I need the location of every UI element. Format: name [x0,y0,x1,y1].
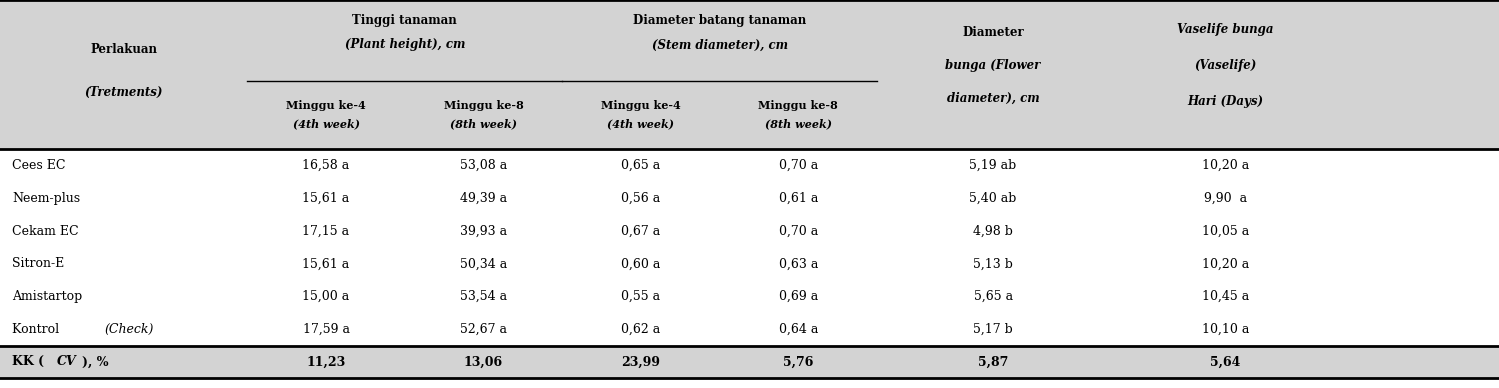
Text: Kontrol: Kontrol [12,323,63,336]
Text: 5,40 ab: 5,40 ab [970,192,1016,205]
Text: (4th week): (4th week) [607,118,675,129]
Text: Diameter: Diameter [962,26,1024,39]
Text: (8th week): (8th week) [450,118,517,129]
Text: Sitron-E: Sitron-E [12,257,64,270]
Text: 5,65 a: 5,65 a [973,290,1013,303]
Text: 5,19 ab: 5,19 ab [970,159,1016,172]
Text: Neem-plus: Neem-plus [12,192,79,205]
Text: 15,61 a: 15,61 a [303,192,349,205]
Text: 15,00 a: 15,00 a [303,290,349,303]
Text: 16,58 a: 16,58 a [303,159,349,172]
Text: KK (: KK ( [12,355,43,368]
Text: 0,55 a: 0,55 a [621,290,661,303]
Bar [0,0,1499,149]
Text: 52,67 a: 52,67 a [460,323,507,336]
Text: 10,05 a: 10,05 a [1202,225,1249,237]
Text: 0,67 a: 0,67 a [621,225,661,237]
Text: 0,63 a: 0,63 a [778,257,818,270]
Text: 5,64: 5,64 [1210,355,1241,368]
Text: 49,39 a: 49,39 a [460,192,507,205]
Text: Minggu ke-8: Minggu ke-8 [758,100,838,111]
Text: Hari (Days): Hari (Days) [1187,95,1264,108]
Text: 10,45 a: 10,45 a [1202,290,1249,303]
Text: 15,61 a: 15,61 a [303,257,349,270]
Bar [0,345,1499,378]
Text: 39,93 a: 39,93 a [460,225,507,237]
Text: CV: CV [57,355,76,368]
Text: (8th week): (8th week) [764,118,832,129]
Text: 5,17 b: 5,17 b [973,323,1013,336]
Text: (Stem diameter), cm: (Stem diameter), cm [652,38,787,51]
Text: 13,06: 13,06 [463,355,504,368]
Text: (4th week): (4th week) [292,118,360,129]
Text: bunga (Flower: bunga (Flower [946,59,1040,72]
Text: Minggu ke-4: Minggu ke-4 [601,100,681,111]
Text: 5,13 b: 5,13 b [973,257,1013,270]
Text: 0,65 a: 0,65 a [621,159,661,172]
Text: 0,70 a: 0,70 a [778,159,818,172]
Text: 0,69 a: 0,69 a [778,290,818,303]
Text: 0,61 a: 0,61 a [778,192,818,205]
Text: 23,99: 23,99 [621,355,661,368]
Text: Amistartop: Amistartop [12,290,82,303]
Text: Cees EC: Cees EC [12,159,66,172]
Text: 53,54 a: 53,54 a [460,290,507,303]
Text: 10,20 a: 10,20 a [1202,159,1249,172]
Text: 17,15 a: 17,15 a [303,225,349,237]
Text: 5,76: 5,76 [782,355,814,368]
Text: Perlakuan: Perlakuan [90,43,157,56]
Text: Diameter batang tanaman: Diameter batang tanaman [633,14,806,28]
Text: 50,34 a: 50,34 a [460,257,507,270]
Text: ), %: ), % [82,355,109,368]
Text: (Check): (Check) [105,323,154,336]
Text: 0,64 a: 0,64 a [778,323,818,336]
Text: Tinggi tanaman: Tinggi tanaman [352,14,457,28]
Text: (Tretments): (Tretments) [84,86,163,99]
Text: 53,08 a: 53,08 a [460,159,507,172]
Text: Minggu ke-4: Minggu ke-4 [286,100,366,111]
Text: (Plant height), cm: (Plant height), cm [345,38,465,51]
Text: 17,59 a: 17,59 a [303,323,349,336]
Text: 11,23: 11,23 [306,355,346,368]
Text: 4,98 b: 4,98 b [973,225,1013,237]
Text: 9,90  a: 9,90 a [1204,192,1247,205]
Text: 10,10 a: 10,10 a [1202,323,1249,336]
Text: Vaselife bunga: Vaselife bunga [1177,23,1274,36]
Text: 10,20 a: 10,20 a [1202,257,1249,270]
Bar [0,149,1499,345]
Text: 0,56 a: 0,56 a [621,192,661,205]
Text: 5,87: 5,87 [977,355,1009,368]
Text: Minggu ke-8: Minggu ke-8 [444,100,523,111]
Text: (Vaselife): (Vaselife) [1195,59,1256,72]
Text: 0,60 a: 0,60 a [621,257,661,270]
Text: 0,70 a: 0,70 a [778,225,818,237]
Text: 0,62 a: 0,62 a [621,323,661,336]
Text: diameter), cm: diameter), cm [947,92,1039,105]
Text: Cekam EC: Cekam EC [12,225,78,237]
